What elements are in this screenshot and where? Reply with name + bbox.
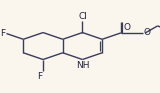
Text: F: F [1,29,6,38]
Text: Cl: Cl [78,12,87,21]
Text: NH: NH [76,61,89,70]
Text: O: O [123,23,130,32]
Text: O: O [143,28,150,37]
Text: F: F [37,72,42,81]
